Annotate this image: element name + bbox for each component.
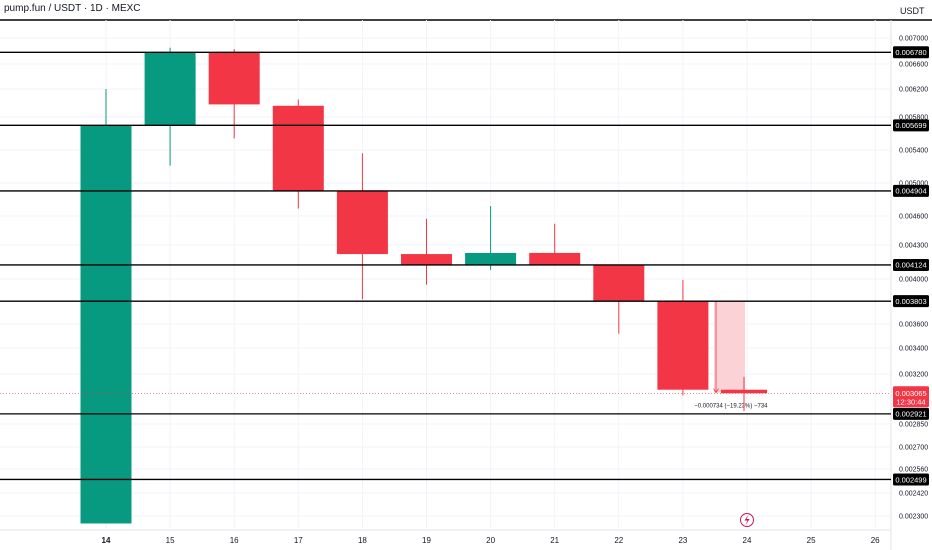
candle-body — [336, 190, 388, 255]
candle-body — [593, 264, 645, 302]
bar-countdown: 12:30:44 — [896, 397, 925, 406]
level-price-badge — [893, 258, 929, 271]
chart-title: pump.fun / USDT · 1D · MEXC — [4, 3, 141, 14]
level-price-label: 0.004904 — [895, 187, 926, 196]
level-price-badge — [893, 184, 929, 197]
date-tick-label: 23 — [678, 536, 687, 545]
level-price-badge — [893, 119, 929, 132]
price-tick-label: 0.003400 — [899, 346, 928, 353]
price-tick-label: 0.004300 — [899, 243, 928, 250]
lightning-icon[interactable] — [740, 513, 754, 527]
price-tick-label: 0.005800 — [899, 115, 928, 122]
measure-label: −0.000734 (−19.23%) −734 — [694, 404, 768, 410]
date-tick-label: 22 — [614, 536, 623, 545]
candles — [80, 47, 767, 524]
price-tick-label: 0.002420 — [899, 491, 928, 498]
measure-arrow-head — [713, 388, 719, 394]
level-price-label: 0.003803 — [895, 297, 926, 306]
last-price-badge — [893, 386, 929, 408]
date-tick-label: 20 — [486, 536, 495, 545]
level-price-label: 0.005699 — [895, 121, 926, 130]
price-tick-label: 0.002300 — [899, 514, 928, 521]
horizontal-levels[interactable]: 0.006780 0.005699 0.004904 0.004124 0.003803… — [0, 46, 929, 486]
price-tick-label: 0.006600 — [899, 62, 928, 69]
date-tick-label: 16 — [230, 536, 239, 545]
level-price-label: 0.002499 — [895, 475, 926, 484]
candle-body — [144, 52, 196, 126]
date-tick-label: 17 — [294, 536, 303, 545]
candle-body — [721, 389, 767, 394]
candle-body — [272, 105, 324, 191]
price-axis: 0.007000 0.006600 0.006200 0.005800 0.005400… — [899, 36, 928, 521]
price-range-measure[interactable]: −0.000734 (−19.23%) −734 — [694, 301, 768, 410]
level-price-badge — [893, 473, 929, 486]
price-tick-label: 0.004000 — [899, 277, 928, 284]
price-tick-label: 0.007000 — [899, 36, 928, 43]
candle-body — [465, 252, 517, 265]
date-tick-label: 26 — [871, 536, 880, 545]
price-tick-label: 0.006200 — [899, 87, 928, 94]
date-tick-label: 24 — [743, 536, 752, 545]
date-tick-label: 25 — [807, 536, 816, 545]
candle-body — [529, 252, 581, 265]
level-price-label: 0.002921 — [895, 410, 926, 419]
measure-box — [714, 301, 745, 393]
date-tick-label: 18 — [358, 536, 367, 545]
candle-body — [208, 52, 260, 105]
level-price-label: 0.006780 — [895, 48, 926, 57]
grid — [0, 20, 891, 530]
price-tick-label: 0.002560 — [899, 467, 928, 474]
candle-body — [401, 254, 452, 265]
candle-body — [657, 301, 709, 390]
price-tick-label: 0.003200 — [899, 372, 928, 379]
price-tick-label: 0.002850 — [899, 422, 928, 429]
price-tick-label: 0.005000 — [899, 181, 928, 188]
level-price-badge — [893, 407, 929, 420]
level-price-badge — [893, 46, 929, 59]
time-axis: 14 15 16 17 18 19 20 21 22 23 24 25 26 — [102, 536, 881, 545]
date-tick-label: 21 — [550, 536, 559, 545]
price-tick-label: 0.003600 — [899, 322, 928, 329]
candle-body — [80, 125, 132, 524]
price-unit-label: USDT — [900, 6, 925, 16]
date-tick-label: 14 — [102, 536, 111, 545]
level-price-badge — [893, 295, 929, 308]
price-tick-label: 0.005400 — [899, 148, 928, 155]
date-tick-label: 15 — [166, 536, 175, 545]
date-tick-label: 19 — [422, 536, 431, 545]
last-price-value: 0.003065 — [895, 389, 926, 398]
price-tick-label: 0.002700 — [899, 445, 928, 452]
level-price-label: 0.004124 — [895, 261, 926, 270]
price-tick-label: 0.004600 — [899, 214, 928, 221]
